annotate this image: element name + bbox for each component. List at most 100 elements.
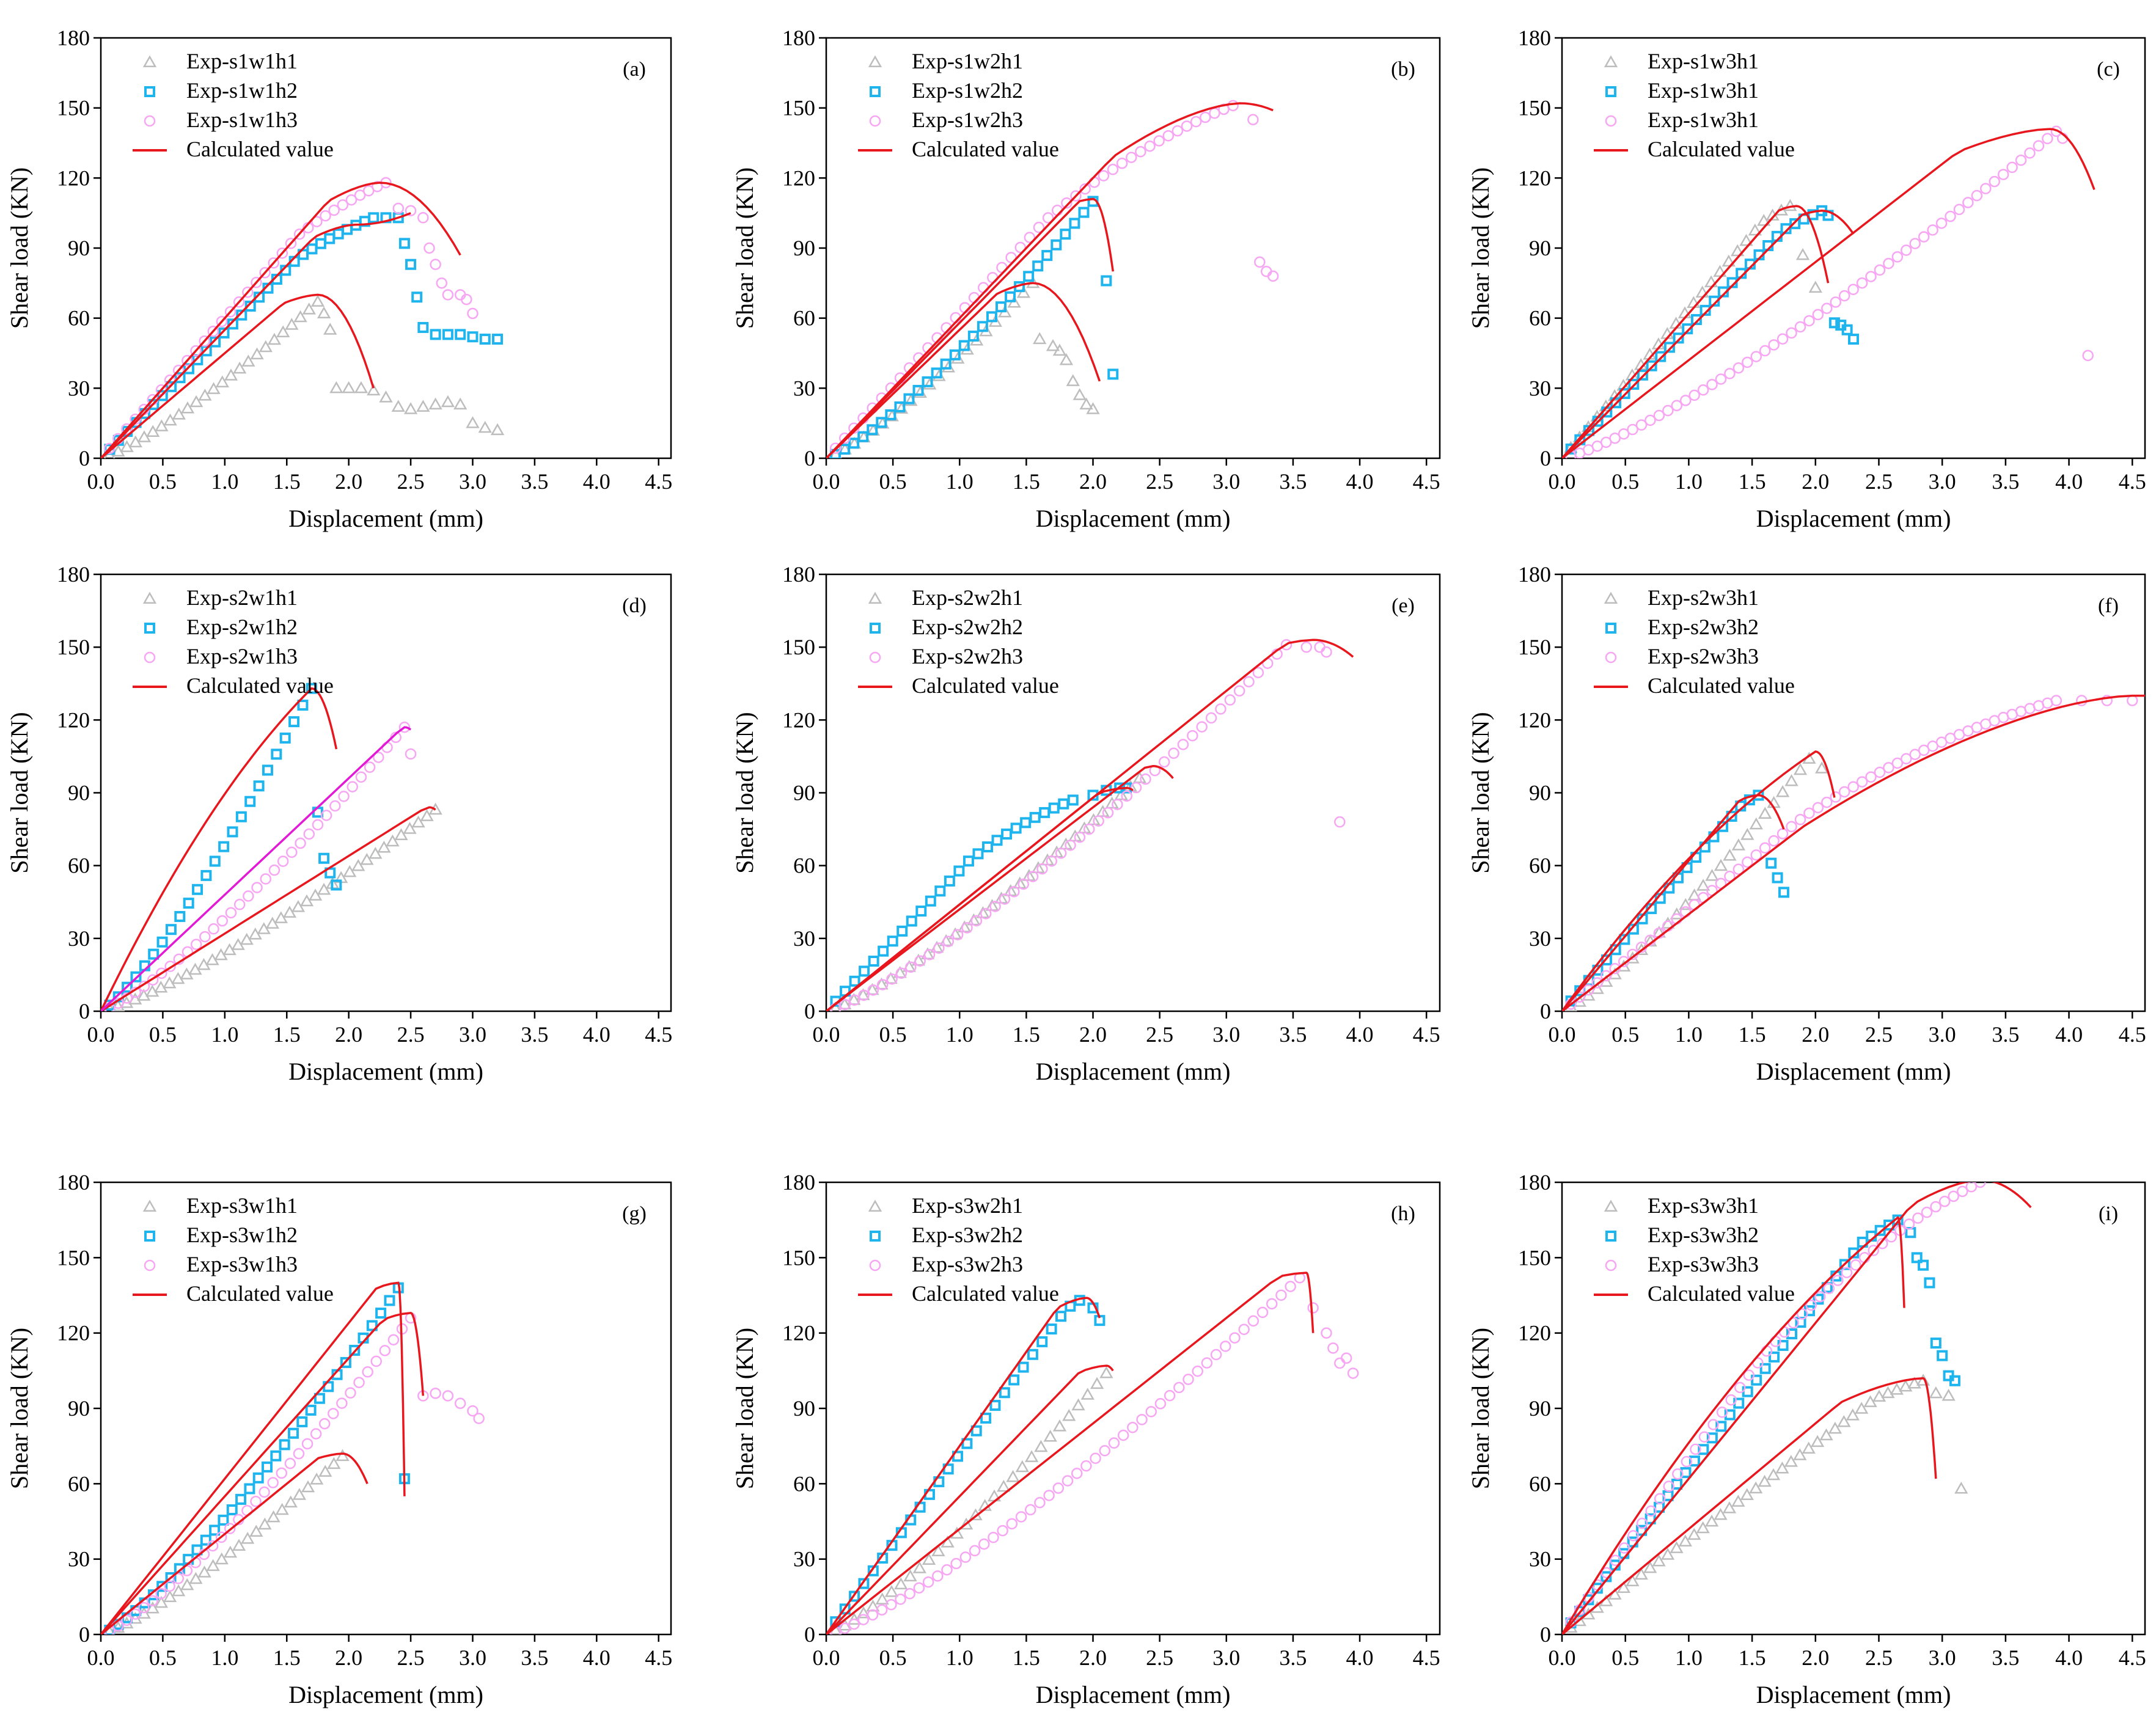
- y-tick-label: 0: [79, 999, 90, 1023]
- data-point: [1899, 1379, 1913, 1392]
- x-tick-label: 2.0: [1079, 1645, 1107, 1670]
- x-tick-label: 3.0: [1929, 1022, 1956, 1047]
- data-point: [1750, 849, 1762, 861]
- legend-entry: Exp-s2w1h3: [186, 644, 298, 668]
- y-tick-label: 30: [1529, 1547, 1551, 1572]
- calculated-curve-2: [101, 212, 411, 458]
- data-point: [1340, 1352, 1352, 1364]
- legend: Exp-s3w1h1 Exp-s3w1h2 Exp-s3w1h3 Calculated…: [133, 1193, 334, 1306]
- data-point: [1140, 773, 1151, 785]
- y-tick-label: 0: [1540, 446, 1551, 470]
- data-point: [1600, 436, 1612, 448]
- data-point: [301, 1438, 314, 1450]
- data-point: [267, 1477, 279, 1488]
- x-tick-label: 1.0: [946, 469, 974, 494]
- data-point: [349, 1344, 361, 1356]
- data-point: [1716, 1407, 1728, 1418]
- data-point: [1618, 1542, 1630, 1554]
- data-point: [209, 855, 221, 867]
- data-point: [1132, 771, 1147, 783]
- series-2: [1565, 205, 1859, 455]
- data-point: [174, 372, 186, 384]
- data-point: [227, 826, 238, 838]
- data-point: [215, 375, 229, 387]
- data-point: [1627, 423, 1638, 436]
- y-tick-label: 180: [57, 562, 90, 587]
- data-point: [192, 884, 204, 895]
- data-point: [293, 310, 307, 323]
- data-point: [121, 1614, 133, 1627]
- data-point: [154, 1595, 169, 1608]
- data-point: [1032, 260, 1044, 272]
- y-tick-label: 90: [68, 236, 90, 260]
- data-point: [461, 293, 472, 306]
- data-point: [1016, 286, 1031, 298]
- chart-panel-i: 0 30 60 90 120 150 180 0.0 0.5 1.0 1.5 2.0 2.5 3.0 3.5…: [1467, 1170, 2146, 1708]
- data-point: [208, 923, 219, 935]
- data-point: [1838, 786, 1850, 798]
- series-1: [1564, 752, 1829, 1011]
- data-point: [121, 423, 133, 435]
- data-point: [1619, 388, 1630, 400]
- data-point: [276, 325, 290, 338]
- data-point: [156, 967, 167, 979]
- data-point: [1891, 757, 1904, 769]
- data-point: [318, 852, 330, 864]
- data-point: [172, 364, 185, 376]
- data-point: [961, 922, 973, 934]
- x-tick-label: 4.0: [583, 469, 610, 494]
- y-tick-label: 180: [57, 1170, 90, 1195]
- data-point: [405, 205, 417, 217]
- chart-panel-d: 0 30 60 90 120 150 180 0.0 0.5 1.0 1.5 2.0 2.5 3.0 3.5…: [6, 562, 672, 1085]
- data-point: [1010, 822, 1022, 834]
- data-point: [912, 1561, 926, 1573]
- data-point: [473, 1413, 485, 1424]
- y-tick-label: 30: [1529, 926, 1551, 951]
- data-point: [276, 1467, 288, 1479]
- data-point: [268, 864, 280, 876]
- data-point: [997, 1524, 1008, 1537]
- data-point: [1046, 1323, 1057, 1335]
- legend-marker: [144, 1231, 155, 1242]
- data-point: [1041, 250, 1053, 262]
- data-point: [1080, 1460, 1092, 1472]
- data-point: [1980, 183, 1992, 194]
- x-tick-label: 1.0: [1675, 1022, 1703, 1047]
- data-point: [1788, 1317, 1799, 1329]
- data-point: [1673, 332, 1684, 344]
- data-point: [291, 900, 306, 912]
- y-tick-label: 90: [793, 236, 815, 260]
- data-point: [1107, 368, 1119, 380]
- data-point: [1838, 290, 1850, 302]
- data-point: [1080, 1388, 1094, 1400]
- calculated-curve-2: [101, 687, 338, 1011]
- x-tick-label: 2.0: [1802, 1645, 1829, 1670]
- data-point: [342, 381, 356, 393]
- y-tick-label: 30: [793, 1547, 815, 1572]
- data-point: [442, 329, 453, 340]
- legend-marker: [869, 1259, 881, 1272]
- data-point: [1267, 270, 1279, 282]
- data-point: [301, 1480, 315, 1493]
- data-point: [1706, 1432, 1718, 1444]
- x-tick-label: 3.0: [1929, 469, 1956, 494]
- data-point: [1812, 309, 1824, 321]
- data-point: [977, 321, 988, 332]
- data-point: [318, 1465, 332, 1477]
- plot-frame: [1561, 1181, 2146, 1636]
- x-tick-label: 1.0: [1675, 469, 1703, 494]
- data-point: [130, 413, 141, 425]
- legend: Exp-s3w2h1 Exp-s3w2h2 Exp-s3w2h3 Calculated…: [858, 1193, 1059, 1306]
- data-point: [1698, 1431, 1711, 1443]
- data-point: [1725, 1394, 1737, 1406]
- data-point: [375, 1308, 387, 1319]
- data-point: [1635, 419, 1648, 431]
- y-tick-label: 90: [1529, 1396, 1551, 1421]
- data-point: [940, 358, 952, 370]
- data-point: [1610, 944, 1621, 956]
- data-point: [336, 1449, 350, 1462]
- data-point: [1930, 1201, 1942, 1213]
- y-axis-title: Shear load (KN): [6, 1328, 33, 1489]
- x-tick-label: 2.5: [1146, 1022, 1173, 1047]
- data-point: [329, 800, 341, 812]
